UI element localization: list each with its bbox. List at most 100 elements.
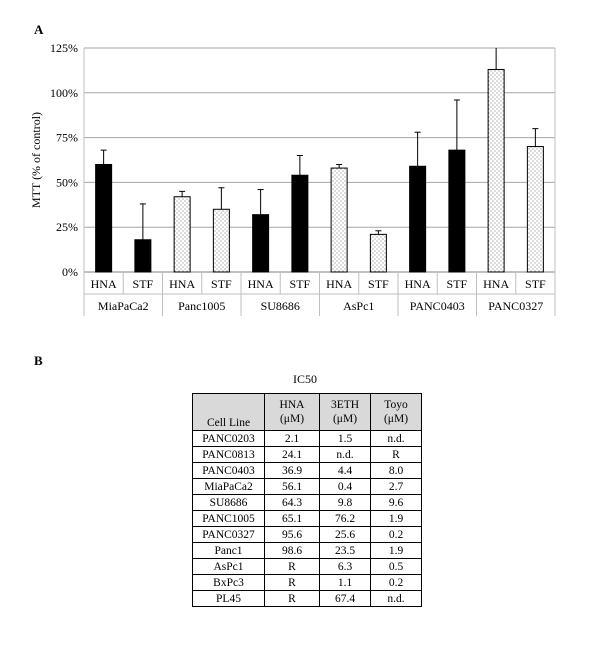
- cell-line-name: Panc1: [192, 542, 265, 559]
- table-cell: R: [370, 446, 422, 463]
- table-cell: n.d.: [370, 430, 422, 447]
- x-tick-label: STF: [133, 277, 154, 291]
- x-tick-label: HNA: [248, 277, 274, 291]
- header-hna: HNA (μM): [264, 393, 320, 431]
- x-tick-label: HNA: [483, 277, 509, 291]
- table-cell: 0.2: [370, 574, 422, 591]
- table-cell: 2.7: [370, 478, 422, 495]
- y-axis-label: MTT (% of control): [29, 112, 43, 208]
- cell-line-name: PL45: [192, 590, 265, 607]
- table-cell: 8.0: [370, 462, 422, 479]
- group-label: SU8686: [261, 299, 300, 313]
- bar: [252, 214, 270, 273]
- x-tick-label: STF: [211, 277, 232, 291]
- table-cell: 23.5: [319, 542, 371, 559]
- x-tick-label: HNA: [405, 277, 431, 291]
- table-cell: 1.1: [319, 574, 371, 591]
- x-tick-label: STF: [525, 277, 546, 291]
- y-tick-label: 75%: [56, 131, 78, 145]
- bar: [409, 165, 427, 273]
- table-cell: n.d.: [370, 590, 422, 607]
- group-label: MiaPaCa2: [98, 299, 149, 313]
- table-row: Panc1 98.6 23.5 1.9: [192, 542, 422, 559]
- group-label: Panc1005: [178, 299, 225, 313]
- table-row: PANC0403 36.9 4.4 8.0: [192, 462, 422, 479]
- table-row: PANC0203 2.1 1.5 n.d.: [192, 430, 422, 447]
- x-tick-label: STF: [447, 277, 468, 291]
- header-toyo: Toyo (μM): [370, 393, 422, 431]
- table-cell: 64.3: [264, 494, 320, 511]
- cell-line-name: BxPc3: [192, 574, 265, 591]
- bar: [330, 167, 348, 273]
- table-body: PANC0203 2.1 1.5 n.d. PANC0813 24.1 n.d. R PANC0…: [192, 430, 422, 607]
- table-cell: 0.5: [370, 558, 422, 575]
- bar: [212, 208, 230, 273]
- x-tick-label: HNA: [326, 277, 352, 291]
- y-tick-label: 50%: [56, 175, 78, 189]
- ic50-table: Cell Line HNA (μM) 3ETH (μM) Toyo (μM) PANC…: [192, 393, 422, 607]
- group-label: PANC0403: [410, 299, 465, 313]
- bar: [95, 163, 113, 273]
- grid-layer: [83, 47, 556, 273]
- x-tick-label: STF: [368, 277, 389, 291]
- bar: [448, 149, 466, 273]
- table-title: IC50: [293, 372, 317, 386]
- header-3eth: 3ETH (μM): [319, 393, 371, 431]
- bar: [134, 239, 152, 273]
- table-cell: 1.9: [370, 542, 422, 559]
- table-cell: R: [264, 574, 320, 591]
- table-cell: 25.6: [319, 526, 371, 543]
- panel-a-label: A: [34, 22, 44, 37]
- axis-layer: 0% 25% 50% 75% 100% 125% HNA STF HNA STF HNA STF HNA…: [50, 41, 556, 316]
- table-cell: 1.9: [370, 510, 422, 527]
- bar: [291, 174, 309, 273]
- header-cell-line: Cell Line: [192, 393, 265, 431]
- panel-b-label: B: [34, 353, 43, 368]
- bar: [173, 196, 191, 273]
- cell-line-name: PANC0327: [192, 526, 265, 543]
- table-cell: 56.1: [264, 478, 320, 495]
- bar: [487, 69, 505, 273]
- table-cell: 9.8: [319, 494, 371, 511]
- table-cell: 0.4: [319, 478, 371, 495]
- table-cell: 4.4: [319, 462, 371, 479]
- table-cell: 9.6: [370, 494, 422, 511]
- bar-chart: 0% 25% 50% 75% 100% 125% HNA STF HNA STF HNA STF HNA…: [29, 41, 556, 316]
- table-row: SU8686 64.3 9.8 9.6: [192, 494, 422, 511]
- table-row: PANC0813 24.1 n.d. R: [192, 446, 422, 463]
- bar-layer: [95, 48, 544, 273]
- table-row: PL45 R 67.4 n.d.: [192, 590, 422, 607]
- y-tick-label: 25%: [56, 220, 78, 234]
- table-cell: 36.9: [264, 462, 320, 479]
- x-tick-label: STF: [290, 277, 311, 291]
- bar: [526, 146, 544, 273]
- table-row: BxPc3 R 1.1 0.2: [192, 574, 422, 591]
- table-header-row: Cell Line HNA (μM) 3ETH (μM) Toyo (μM): [192, 393, 422, 431]
- table-row: PANC1005 65.1 76.2 1.9: [192, 510, 422, 527]
- table-cell: 67.4: [319, 590, 371, 607]
- table-cell: 6.3: [319, 558, 371, 575]
- table-cell: 24.1: [264, 446, 320, 463]
- cell-line-name: PANC0813: [192, 446, 265, 463]
- table-cell: 0.2: [370, 526, 422, 543]
- y-tick-label: 100%: [50, 86, 78, 100]
- table-cell: R: [264, 590, 320, 607]
- cell-line-name: AsPc1: [192, 558, 265, 575]
- table-cell: 98.6: [264, 542, 320, 559]
- group-label: PANC0327: [488, 299, 543, 313]
- table-cell: n.d.: [319, 446, 371, 463]
- table-cell: R: [264, 558, 320, 575]
- table-cell: 65.1: [264, 510, 320, 527]
- table-row: AsPc1 R 6.3 0.5: [192, 558, 422, 575]
- group-label: AsPc1: [343, 299, 374, 313]
- cell-line-name: PANC0403: [192, 462, 265, 479]
- table-cell: 1.5: [319, 430, 371, 447]
- cell-line-name: MiaPaCa2: [192, 478, 265, 495]
- table-cell: 76.2: [319, 510, 371, 527]
- table-cell: 95.6: [264, 526, 320, 543]
- x-tick-label: HNA: [169, 277, 195, 291]
- x-tick-label: HNA: [91, 277, 117, 291]
- cell-line-name: SU8686: [192, 494, 265, 511]
- bar: [369, 233, 387, 273]
- y-tick-label: 0%: [62, 265, 78, 279]
